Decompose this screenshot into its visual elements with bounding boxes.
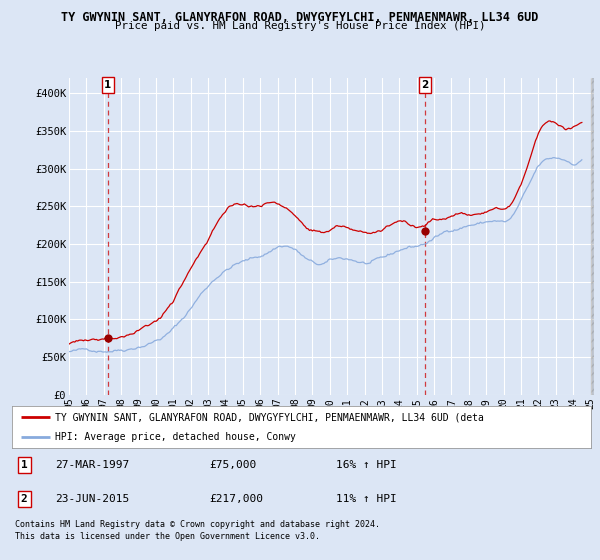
- Bar: [590, 78, 600, 395]
- Text: 11% ↑ HPI: 11% ↑ HPI: [336, 494, 397, 504]
- Text: 1: 1: [20, 460, 28, 470]
- Text: HPI: Average price, detached house, Conwy: HPI: Average price, detached house, Conw…: [55, 432, 296, 442]
- Text: £75,000: £75,000: [209, 460, 256, 470]
- Text: 23-JUN-2015: 23-JUN-2015: [55, 494, 130, 504]
- Text: Contains HM Land Registry data © Crown copyright and database right 2024.: Contains HM Land Registry data © Crown c…: [15, 520, 380, 529]
- Text: 2: 2: [421, 80, 428, 90]
- Text: £217,000: £217,000: [209, 494, 263, 504]
- Text: 2: 2: [20, 494, 28, 504]
- Text: 27-MAR-1997: 27-MAR-1997: [55, 460, 130, 470]
- Text: Price paid vs. HM Land Registry's House Price Index (HPI): Price paid vs. HM Land Registry's House …: [115, 21, 485, 31]
- Text: TY GWYNIN SANT, GLANYRAFON ROAD, DWYGYFYLCHI, PENMAENMAWR, LL34 6UD (deta: TY GWYNIN SANT, GLANYRAFON ROAD, DWYGYFY…: [55, 412, 484, 422]
- Text: 1: 1: [104, 80, 112, 90]
- Text: TY GWYNIN SANT, GLANYRAFON ROAD, DWYGYFYLCHI, PENMAENMAWR, LL34 6UD: TY GWYNIN SANT, GLANYRAFON ROAD, DWYGYFY…: [61, 11, 539, 24]
- Text: 16% ↑ HPI: 16% ↑ HPI: [336, 460, 397, 470]
- Text: This data is licensed under the Open Government Licence v3.0.: This data is licensed under the Open Gov…: [15, 532, 320, 541]
